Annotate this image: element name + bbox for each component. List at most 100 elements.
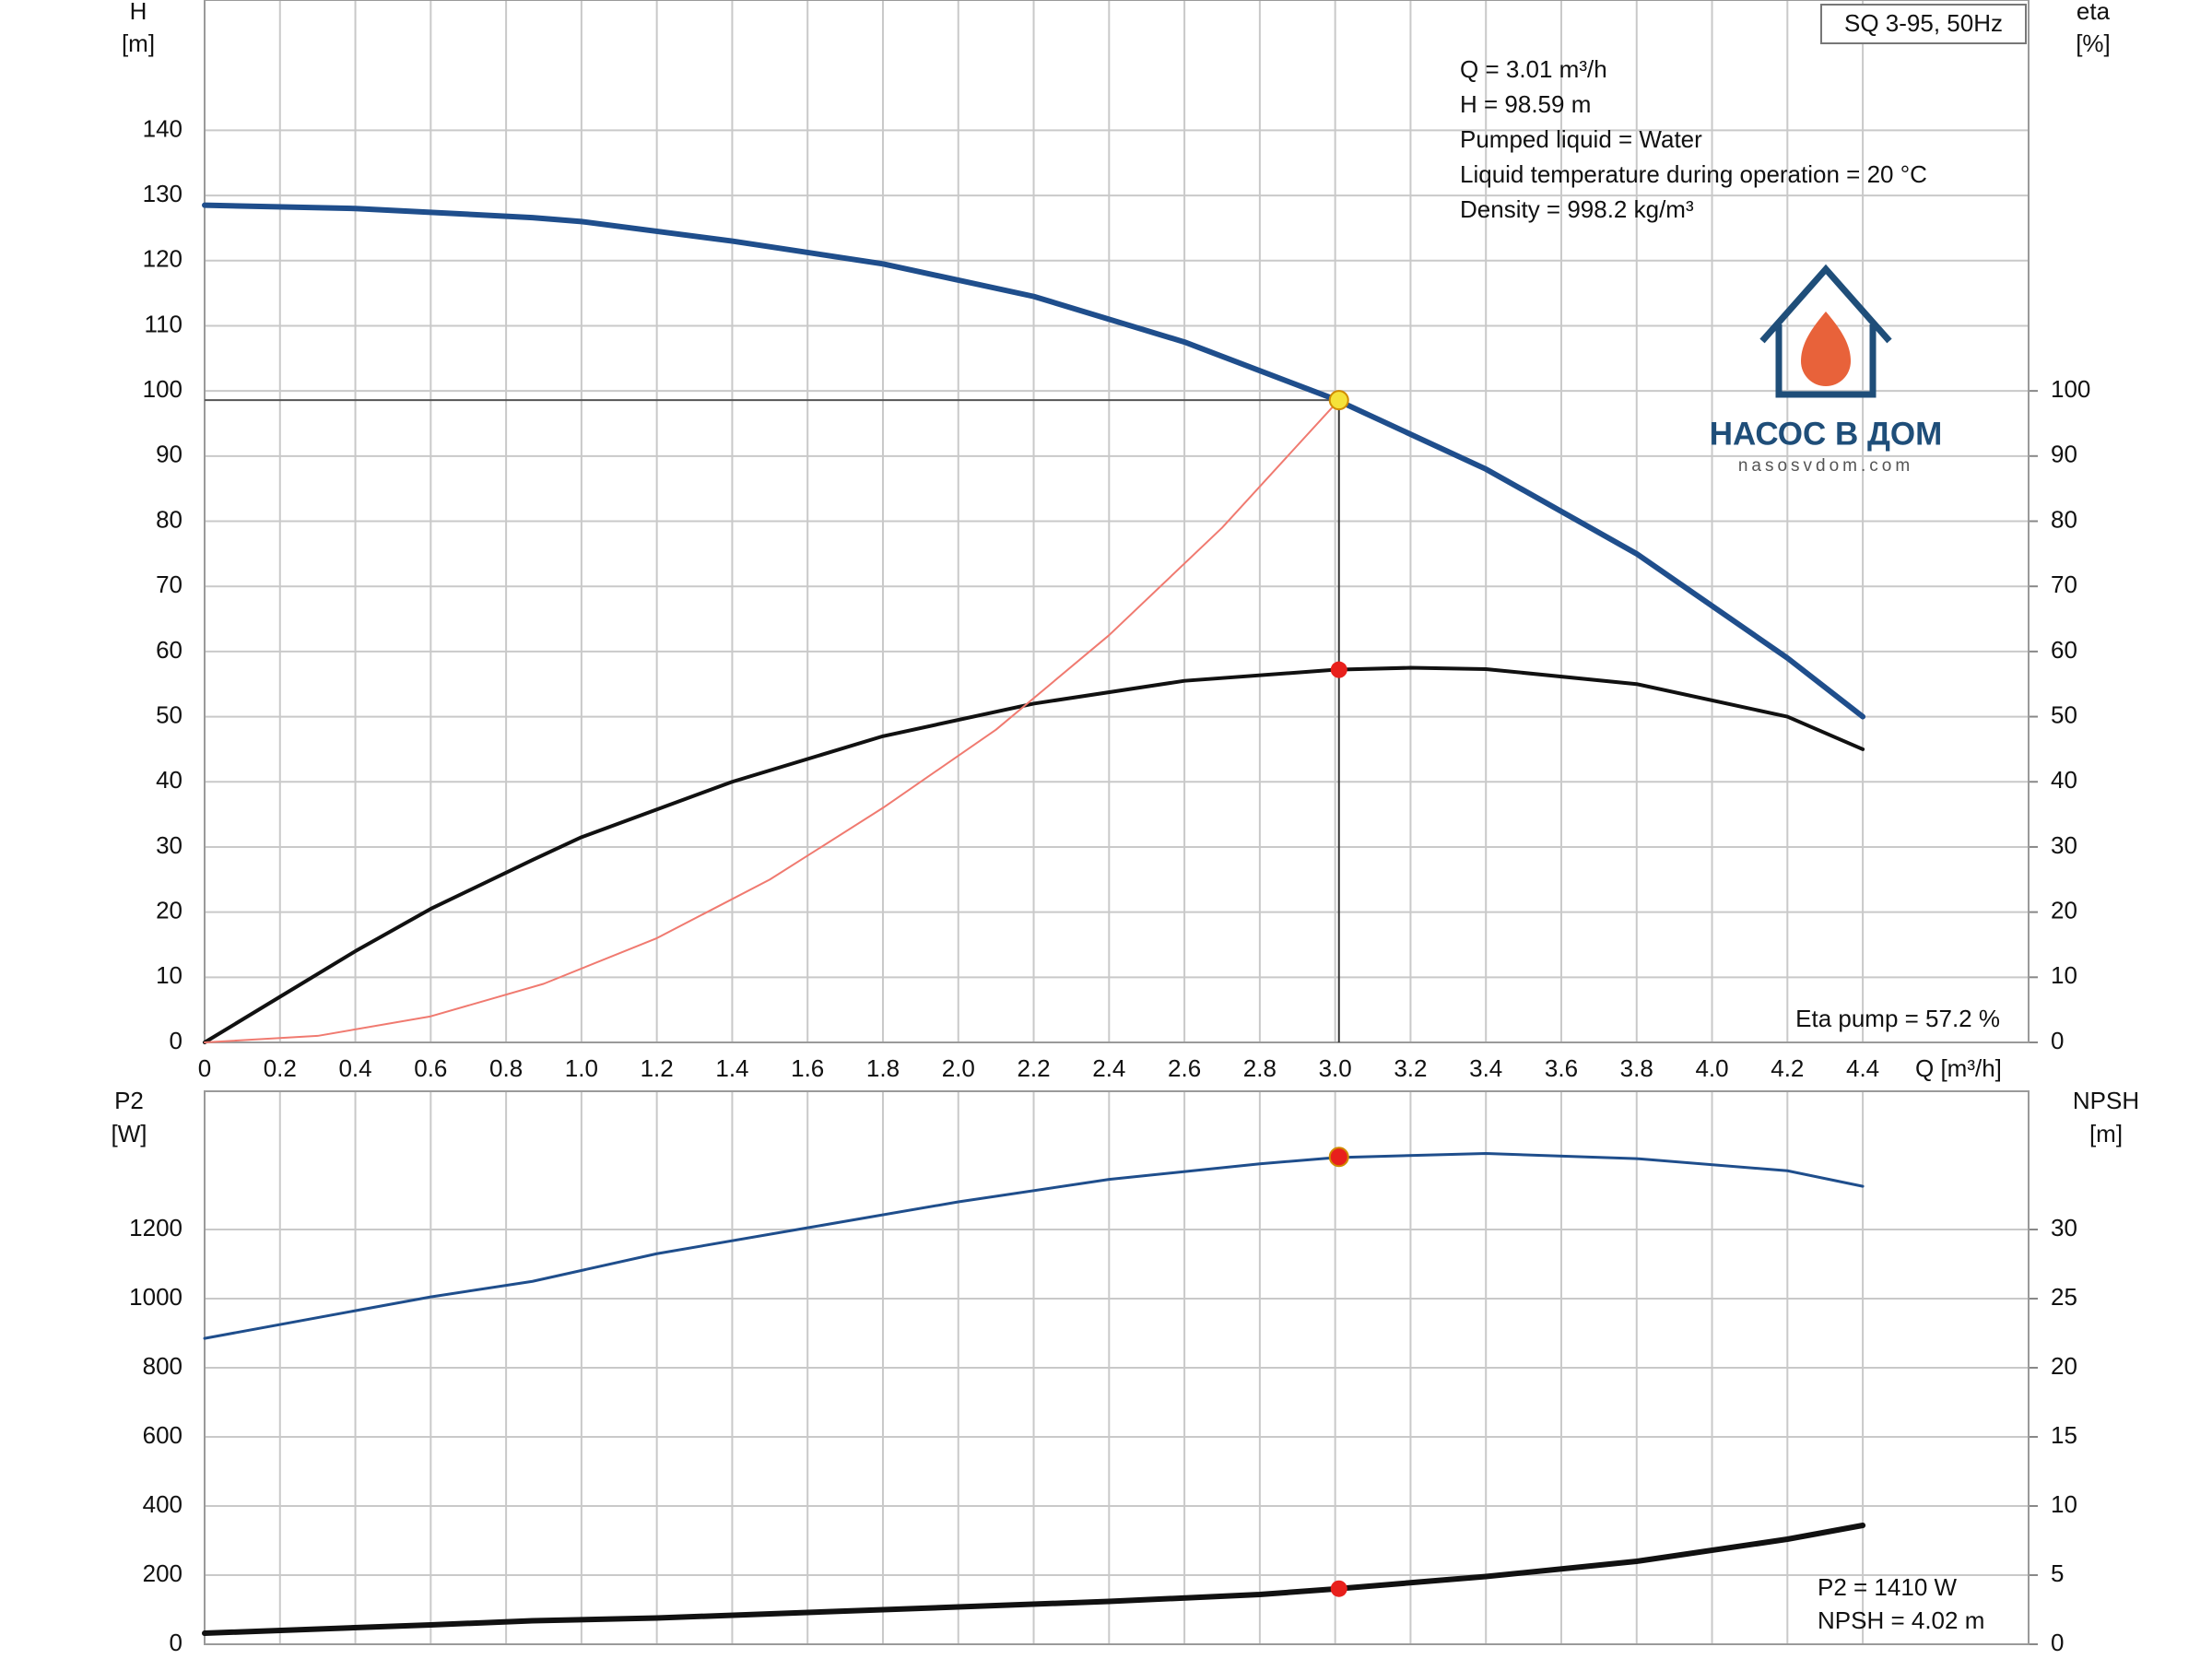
y2-axis-label: [m] <box>2089 1120 2123 1147</box>
series-line <box>204 399 1340 1043</box>
logo: НАСОС В ДОМ nasosvdom.com <box>1710 264 1943 476</box>
y-tick-label: 130 <box>143 180 182 207</box>
x-tick-label: 2.0 <box>942 1054 975 1082</box>
y-tick-label: 10 <box>156 961 182 989</box>
x-tick-label: 2.6 <box>1168 1054 1201 1082</box>
y-tick-label: 40 <box>156 766 182 794</box>
y2-tick-label: 30 <box>2051 1214 2077 1241</box>
y2-tick-label: 80 <box>2051 505 2077 533</box>
series-line <box>202 1523 1866 1636</box>
y-axis-label: P2 <box>114 1087 144 1114</box>
duty-point-y <box>1328 1147 1349 1168</box>
x-tick-label: 3.6 <box>1545 1054 1578 1082</box>
y2-tick-label: 0 <box>2051 1629 2064 1656</box>
y2-tick-label: 90 <box>2051 441 2077 468</box>
y2-tick-label: 30 <box>2051 831 2077 859</box>
y2-tick-label: 20 <box>2051 897 2077 924</box>
y-tick-label: 0 <box>170 1629 182 1656</box>
x-tick-label: 3.4 <box>1469 1054 1502 1082</box>
note: Eta pump = 57.2 % <box>1795 1005 2000 1032</box>
title-box <box>1820 4 2027 44</box>
y-axis-label: H <box>130 0 147 25</box>
x-tick-label: 0.8 <box>489 1054 523 1082</box>
x-tick-label: 3.2 <box>1394 1054 1427 1082</box>
chart-title: SQ 3-95, 50Hz <box>1844 9 2003 37</box>
x-tick-label: 2.2 <box>1017 1054 1050 1082</box>
y-tick-label: 1000 <box>129 1283 182 1311</box>
info-line: H = 98.59 m <box>1460 90 1591 118</box>
logo-walls <box>1775 324 1877 398</box>
info-line: Liquid temperature during operation = 20… <box>1460 160 1927 188</box>
x-tick-label: 3.0 <box>1319 1054 1352 1082</box>
y-tick-label: 120 <box>143 245 182 273</box>
x-tick-label: 0.2 <box>264 1054 297 1082</box>
y-tick-label: 100 <box>143 375 182 403</box>
x-tick-label: 4.4 <box>1846 1054 1879 1082</box>
logo-brand: НАСОС В ДОМ <box>1710 416 1943 452</box>
y2-tick-label: 10 <box>2051 1490 2077 1518</box>
duty-point-y <box>1328 390 1349 411</box>
y-tick-label: 90 <box>156 441 182 468</box>
x-tick-label: 1.6 <box>791 1054 824 1082</box>
y-tick-label: 20 <box>156 897 182 924</box>
series-line <box>203 1152 1865 1340</box>
y2-tick-label: 100 <box>2051 375 2090 403</box>
y-tick-label: 50 <box>156 700 182 728</box>
x-tick-label: 2.4 <box>1092 1054 1125 1082</box>
y-tick-label: 70 <box>156 571 182 598</box>
x-tick-label: 3.8 <box>1620 1054 1653 1082</box>
x-axis-label: Q [m³/h] <box>1915 1054 2002 1082</box>
y-tick-label: 80 <box>156 505 182 533</box>
y2-tick-label: 5 <box>2051 1559 2064 1587</box>
x-tick-label: 0.4 <box>338 1054 371 1082</box>
x-tick-label: 4.2 <box>1771 1054 1804 1082</box>
y2-axis-label: NPSH <box>2073 1087 2139 1114</box>
x-tick-label: 0.6 <box>414 1054 447 1082</box>
y-tick-label: 400 <box>143 1490 182 1518</box>
y-tick-label: 30 <box>156 831 182 859</box>
x-tick-label: 1.8 <box>866 1054 900 1082</box>
y2-tick-label: 10 <box>2051 961 2077 989</box>
info-line: Pumped liquid = Water <box>1460 125 1702 153</box>
series-line <box>202 202 1866 720</box>
logo-roof <box>1759 264 1892 344</box>
duty-point-y2 <box>1330 661 1347 678</box>
series-line <box>203 665 1865 1044</box>
y-tick-label: 110 <box>145 310 182 337</box>
y-tick-label: 60 <box>156 636 182 664</box>
y-tick-label: 0 <box>170 1027 182 1054</box>
logo-site: nasosvdom.com <box>1738 456 1913 476</box>
y2-axis-label: eta <box>2077 0 2111 25</box>
y-tick-label: 140 <box>143 114 182 142</box>
y-tick-label: 600 <box>143 1421 182 1449</box>
y2-axis-label: [%] <box>2076 29 2111 57</box>
note: P2 = 1410 W <box>1818 1573 1957 1601</box>
y-axis-label: [m] <box>122 29 155 57</box>
y-axis-label: [W] <box>112 1120 147 1147</box>
info-line: Q = 3.01 m³/h <box>1460 55 1607 83</box>
y-tick-label: 1200 <box>129 1214 182 1241</box>
duty-point-y2 <box>1330 1580 1347 1597</box>
y2-tick-label: 50 <box>2051 700 2077 728</box>
y2-tick-label: 20 <box>2051 1352 2077 1380</box>
x-tick-label: 0 <box>198 1054 211 1082</box>
plot-frame <box>204 1090 2030 1645</box>
y2-tick-label: 0 <box>2051 1027 2064 1054</box>
x-tick-label: 1.0 <box>565 1054 598 1082</box>
x-tick-label: 1.2 <box>641 1054 674 1082</box>
x-tick-label: 2.8 <box>1243 1054 1277 1082</box>
x-tick-label: 1.4 <box>715 1054 748 1082</box>
plot-frame <box>204 0 2030 1043</box>
y-tick-label: 800 <box>143 1352 182 1380</box>
y2-tick-label: 60 <box>2051 636 2077 664</box>
y2-tick-label: 25 <box>2051 1283 2077 1311</box>
note: NPSH = 4.02 m <box>1818 1606 1984 1634</box>
y2-tick-label: 40 <box>2051 766 2077 794</box>
logo-flame <box>1801 312 1851 386</box>
y2-tick-label: 70 <box>2051 571 2077 598</box>
x-tick-label: 4.0 <box>1695 1054 1728 1082</box>
info-line: Density = 998.2 kg/m³ <box>1460 195 1694 223</box>
